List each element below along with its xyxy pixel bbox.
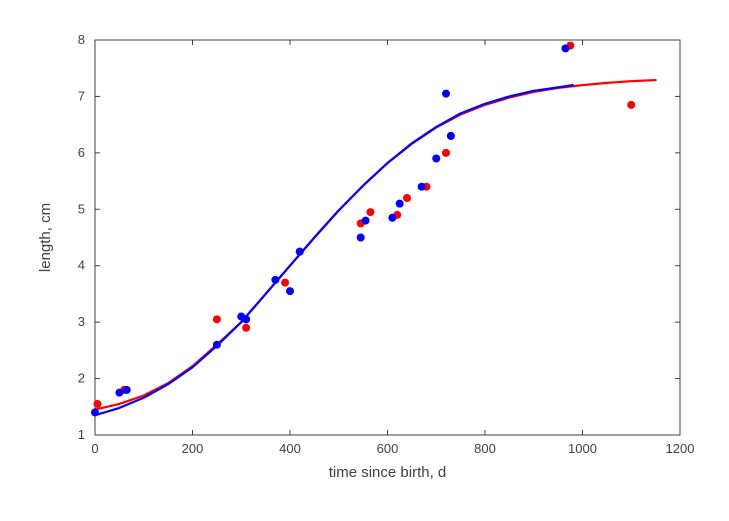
x-tick-label: 0 <box>91 441 98 456</box>
data-point-red <box>403 194 411 202</box>
data-point-blue <box>115 389 123 397</box>
data-point-blue <box>396 200 404 208</box>
data-point-blue <box>296 248 304 256</box>
data-point-blue <box>362 217 370 225</box>
data-point-blue <box>357 234 365 242</box>
data-point-blue <box>286 287 294 295</box>
data-point-red <box>93 400 101 408</box>
data-point-red <box>442 149 450 157</box>
x-tick-label: 200 <box>182 441 204 456</box>
y-tick-label: 6 <box>78 145 85 160</box>
fit-curve-blue <box>95 85 573 415</box>
data-point-blue <box>271 276 279 284</box>
growth-chart: 0 200 400 600 800 1000 1200 1 2 3 4 5 6 7 8 time since … <box>0 0 729 521</box>
x-axis-label: time since birth, d <box>329 464 447 481</box>
data-point-blue <box>418 183 426 191</box>
data-point-blue <box>561 44 569 52</box>
x-tick-label: 1200 <box>666 441 695 456</box>
data-point-blue <box>242 315 250 323</box>
data-point-red <box>281 279 289 287</box>
y-tick-label: 2 <box>78 371 85 386</box>
chart-container: 0 200 400 600 800 1000 1200 1 2 3 4 5 6 7 8 time since … <box>0 0 729 521</box>
y-tick-label: 8 <box>78 32 85 47</box>
data-point-blue <box>91 408 99 416</box>
data-point-blue <box>447 132 455 140</box>
data-point-red <box>627 101 635 109</box>
x-tick-label: 800 <box>474 441 496 456</box>
x-tick-label: 1000 <box>568 441 597 456</box>
data-point-blue <box>442 90 450 98</box>
data-point-red <box>242 324 250 332</box>
data-point-red <box>366 208 374 216</box>
y-tick-label: 7 <box>78 88 85 103</box>
data-point-blue <box>123 386 131 394</box>
data-point-blue <box>432 155 440 163</box>
data-point-blue <box>388 214 396 222</box>
y-tick-label: 4 <box>78 258 85 273</box>
data-point-red <box>213 315 221 323</box>
y-tick-label: 1 <box>78 427 85 442</box>
plot-area <box>95 40 680 435</box>
y-axis-label: length, cm <box>37 203 54 272</box>
x-tick-label: 600 <box>377 441 399 456</box>
data-point-blue <box>213 341 221 349</box>
y-tick-label: 5 <box>78 201 85 216</box>
fit-curve-red <box>95 80 656 410</box>
x-tick-label: 400 <box>279 441 301 456</box>
y-tick-label: 3 <box>78 314 85 329</box>
